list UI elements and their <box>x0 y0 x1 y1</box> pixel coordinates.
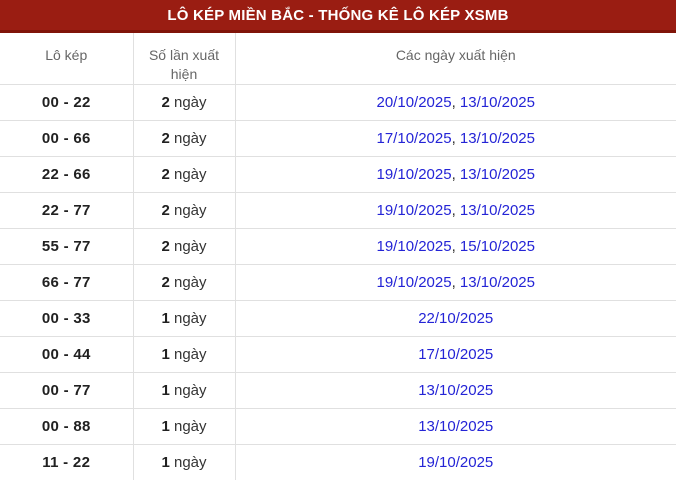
pair-cell: 00 - 66 <box>0 120 134 157</box>
count-cell: 2 ngày <box>133 264 236 301</box>
date-separator: , <box>451 274 460 291</box>
date-link[interactable]: 13/10/2025 <box>459 130 535 147</box>
dates-cell: 22/10/2025 <box>235 300 676 337</box>
table-row: 00 - 77 1 ngày 13/10/2025 <box>0 372 676 409</box>
lo-kep-stats-table: Lô kép Số lần xuất hiện Các ngày xuất hi… <box>0 33 676 480</box>
count-unit: ngày <box>169 130 207 147</box>
pair-cell: 11 - 22 <box>0 444 134 480</box>
date-link[interactable]: 13/10/2025 <box>459 94 535 111</box>
date-separator: , <box>451 238 460 255</box>
table-row: 00 - 33 1 ngày 22/10/2025 <box>0 300 676 337</box>
count-value: 1 <box>161 418 170 435</box>
pair-cell: 00 - 33 <box>0 300 134 337</box>
dates-cell: 13/10/2025 <box>235 408 676 445</box>
dates-cell: 19/10/2025, 13/10/2025 <box>235 192 676 229</box>
column-header-lo-kep: Lô kép <box>0 33 134 85</box>
count-unit: ngày <box>169 346 207 363</box>
column-header-cac-ngay-xuat-hien: Các ngày xuất hiện <box>235 33 676 85</box>
dates-cell: 13/10/2025 <box>235 372 676 409</box>
count-unit: ngày <box>169 454 207 471</box>
count-cell: 2 ngày <box>133 228 236 265</box>
table-row: 00 - 22 2 ngày 20/10/2025, 13/10/2025 <box>0 84 676 121</box>
date-link[interactable]: 17/10/2025 <box>418 346 494 363</box>
date-link[interactable]: 17/10/2025 <box>376 130 452 147</box>
count-value: 2 <box>161 94 170 111</box>
dates-cell: 19/10/2025 <box>235 444 676 480</box>
page-header: LÔ KÉP MIỀN BẮC - THỐNG KÊ LÔ KÉP XSMB <box>0 0 676 33</box>
count-unit: ngày <box>169 238 207 255</box>
column-header-so-lan-xuat-hien: Số lần xuất hiện <box>133 33 236 85</box>
count-unit: ngày <box>169 274 207 291</box>
dates-cell: 20/10/2025, 13/10/2025 <box>235 84 676 121</box>
count-unit: ngày <box>169 166 207 183</box>
count-value: 2 <box>161 202 170 219</box>
date-link[interactable]: 19/10/2025 <box>376 238 452 255</box>
count-value: 2 <box>161 274 170 291</box>
date-link[interactable]: 13/10/2025 <box>459 274 535 291</box>
count-value: 2 <box>161 238 170 255</box>
date-separator: , <box>451 202 460 219</box>
count-cell: 1 ngày <box>133 444 236 480</box>
table-header: Lô kép Số lần xuất hiện Các ngày xuất hi… <box>0 33 676 85</box>
date-link[interactable]: 13/10/2025 <box>459 202 535 219</box>
date-link[interactable]: 15/10/2025 <box>459 238 535 255</box>
count-value: 2 <box>161 130 170 147</box>
date-link[interactable]: 19/10/2025 <box>376 274 452 291</box>
count-unit: ngày <box>169 310 207 327</box>
dates-cell: 19/10/2025, 15/10/2025 <box>235 228 676 265</box>
count-cell: 1 ngày <box>133 372 236 409</box>
count-cell: 1 ngày <box>133 336 236 373</box>
table-row: 55 - 77 2 ngày 19/10/2025, 15/10/2025 <box>0 228 676 265</box>
dates-cell: 19/10/2025, 13/10/2025 <box>235 264 676 301</box>
date-link[interactable]: 13/10/2025 <box>418 382 494 399</box>
table-row: 66 - 77 2 ngày 19/10/2025, 13/10/2025 <box>0 264 676 301</box>
count-value: 1 <box>161 382 170 399</box>
pair-cell: 00 - 22 <box>0 84 134 121</box>
count-cell: 2 ngày <box>133 192 236 229</box>
pair-cell: 00 - 77 <box>0 372 134 409</box>
table-row: 00 - 44 1 ngày 17/10/2025 <box>0 336 676 373</box>
count-value: 2 <box>161 166 170 183</box>
table-header-row: Lô kép Số lần xuất hiện Các ngày xuất hi… <box>0 33 676 85</box>
count-value: 1 <box>161 310 170 327</box>
count-cell: 1 ngày <box>133 300 236 337</box>
pair-cell: 00 - 88 <box>0 408 134 445</box>
pair-cell: 55 - 77 <box>0 228 134 265</box>
date-link[interactable]: 22/10/2025 <box>418 310 494 327</box>
table-body: 00 - 22 2 ngày 20/10/2025, 13/10/2025 00 - … <box>0 84 676 480</box>
date-separator: , <box>451 130 460 147</box>
date-link[interactable]: 13/10/2025 <box>418 418 494 435</box>
table-row: 11 - 22 1 ngày 19/10/2025 <box>0 444 676 480</box>
count-cell: 2 ngày <box>133 120 236 157</box>
date-link[interactable]: 20/10/2025 <box>376 94 452 111</box>
date-separator: , <box>451 94 460 111</box>
count-unit: ngày <box>169 202 207 219</box>
pair-cell: 22 - 66 <box>0 156 134 193</box>
date-separator: , <box>451 166 460 183</box>
dates-cell: 19/10/2025, 13/10/2025 <box>235 156 676 193</box>
date-link[interactable]: 19/10/2025 <box>376 166 452 183</box>
date-link[interactable]: 19/10/2025 <box>418 454 494 471</box>
dates-cell: 17/10/2025, 13/10/2025 <box>235 120 676 157</box>
count-unit: ngày <box>169 382 207 399</box>
count-value: 1 <box>161 346 170 363</box>
table-row: 00 - 88 1 ngày 13/10/2025 <box>0 408 676 445</box>
date-link[interactable]: 19/10/2025 <box>376 202 452 219</box>
dates-cell: 17/10/2025 <box>235 336 676 373</box>
pair-cell: 66 - 77 <box>0 264 134 301</box>
table-row: 00 - 66 2 ngày 17/10/2025, 13/10/2025 <box>0 120 676 157</box>
count-unit: ngày <box>169 418 207 435</box>
count-unit: ngày <box>169 94 207 111</box>
count-cell: 2 ngày <box>133 156 236 193</box>
count-cell: 2 ngày <box>133 84 236 121</box>
count-cell: 1 ngày <box>133 408 236 445</box>
pair-cell: 22 - 77 <box>0 192 134 229</box>
page-title: LÔ KÉP MIỀN BẮC - THỐNG KÊ LÔ KÉP XSMB <box>167 6 509 24</box>
pair-cell: 00 - 44 <box>0 336 134 373</box>
table-row: 22 - 77 2 ngày 19/10/2025, 13/10/2025 <box>0 192 676 229</box>
date-link[interactable]: 13/10/2025 <box>459 166 535 183</box>
count-value: 1 <box>161 454 170 471</box>
table-row: 22 - 66 2 ngày 19/10/2025, 13/10/2025 <box>0 156 676 193</box>
